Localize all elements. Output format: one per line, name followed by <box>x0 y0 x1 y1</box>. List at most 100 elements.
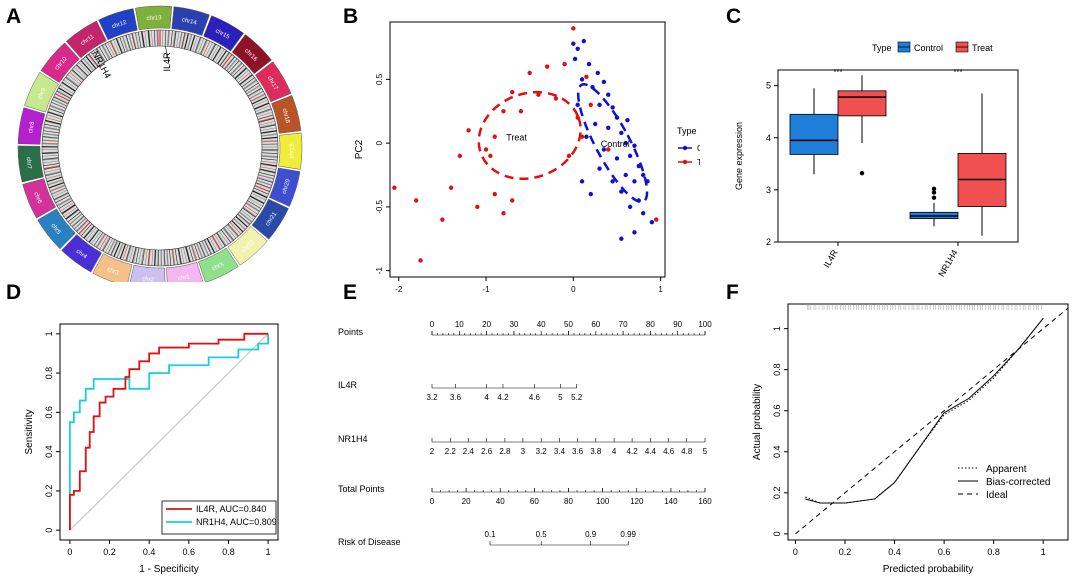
band-stripe <box>147 249 151 266</box>
tick-label: 2.8 <box>499 447 511 456</box>
row-label: Points <box>338 327 364 337</box>
band-stripe <box>259 123 276 129</box>
x-tick-label: 0 <box>571 285 576 294</box>
panel-label-c: C <box>726 5 742 28</box>
y-tick-label: 0 <box>772 531 782 536</box>
scatter-point-control <box>597 102 602 108</box>
tick-label: 4.2 <box>497 393 509 402</box>
band-stripe <box>42 136 59 139</box>
band-stripe <box>43 126 60 131</box>
scatter-point-treat <box>501 109 506 114</box>
band-stripe <box>261 139 278 142</box>
band-stripe <box>128 34 134 50</box>
band-stripe <box>46 174 62 180</box>
tick-label: 3.6 <box>572 447 584 456</box>
band-stripe <box>71 69 84 81</box>
band-stripe <box>221 54 233 68</box>
y-tick-label: 0.8 <box>44 367 54 380</box>
band-stripe <box>147 30 151 47</box>
band-stripe <box>232 65 245 77</box>
scatter-point-treat <box>418 258 423 263</box>
band-ring-inner <box>57 45 263 251</box>
band-stripe <box>42 154 59 157</box>
band-stripe <box>76 220 89 232</box>
band-stripe <box>63 79 77 90</box>
scatter-point-control <box>619 189 624 194</box>
scatter-point-control <box>610 105 615 110</box>
scatter-point-treat <box>588 102 593 108</box>
scatter-point-treat <box>654 217 659 222</box>
band-stripe <box>216 232 226 247</box>
calibration-line-bias-corrected <box>805 318 1044 504</box>
y-tick-label: 0.6 <box>772 404 782 417</box>
band-stripe <box>164 30 167 47</box>
band-stripe <box>200 39 208 55</box>
gene-pointer-il4r <box>165 46 170 63</box>
chromosome-label: chr18 <box>281 108 291 125</box>
scatter-point-control <box>586 61 592 67</box>
band-stripe <box>261 155 278 158</box>
band-stripe <box>125 35 131 51</box>
tick-label: 0.9 <box>585 530 597 539</box>
scatter-point-control <box>619 130 624 136</box>
outlier-point <box>859 171 865 176</box>
scatter-point-control <box>592 121 598 127</box>
band-stripe <box>220 229 231 243</box>
band-stripe <box>117 243 124 259</box>
band-stripe <box>132 33 137 49</box>
tick-label: 120 <box>630 497 644 506</box>
scatter-point-control <box>623 140 628 146</box>
band-stripe <box>67 74 81 85</box>
chromosome-label: chr3 <box>106 267 120 277</box>
band-stripe <box>261 158 278 161</box>
band-stripe <box>134 32 140 49</box>
chromosome-segment-chr19 <box>278 132 303 170</box>
band-stripe <box>194 243 200 260</box>
band-stripe <box>72 216 85 228</box>
legend-dot-control <box>682 145 688 151</box>
tick-label: 100 <box>596 497 610 506</box>
band-stripe <box>104 43 113 58</box>
tick-label: 10 <box>455 320 464 329</box>
scatter-point-control <box>579 179 585 184</box>
band-stripe <box>236 69 249 81</box>
band-stripe <box>246 84 261 95</box>
scatter-point-treat <box>584 74 589 80</box>
band-stripe <box>110 40 118 56</box>
panel-label-a: A <box>6 5 22 28</box>
band-stripe <box>102 237 111 252</box>
ellipse-treat <box>477 90 582 181</box>
scatter-point-treat <box>483 147 489 152</box>
tick-label: 20 <box>482 320 491 329</box>
scatter-point-treat <box>553 96 559 101</box>
chromosome-label: chr8 <box>28 121 36 134</box>
band-stripe <box>180 247 185 264</box>
chromosome-segment-chr17 <box>254 61 292 103</box>
outlier-point <box>931 186 937 192</box>
band-stripe <box>50 104 66 112</box>
band-stripe <box>259 124 276 129</box>
tick-label: 0.99 <box>620 530 636 539</box>
band-stripe <box>202 40 211 56</box>
scatter-point-control <box>632 143 637 148</box>
band-stripe <box>151 30 153 47</box>
chromosome-label: chr14 <box>181 17 198 26</box>
legend-label: Bias-corrected <box>986 477 1050 488</box>
band-stripe <box>223 227 234 241</box>
legend-label: IL4R, AUC=0.840 <box>196 504 266 514</box>
band-stripe <box>201 240 210 256</box>
band-stripe <box>43 130 60 134</box>
x-tick-label: 1 <box>266 547 271 557</box>
scatter-point-treat <box>457 153 463 159</box>
band-stripe <box>105 238 114 253</box>
band-stripe <box>197 38 205 54</box>
band-stripe <box>167 30 170 47</box>
panel-label-d: D <box>6 281 22 304</box>
chromosome-segment-chrX <box>198 247 239 282</box>
band-stripe <box>48 108 64 115</box>
tick-label: 4.4 <box>645 447 657 456</box>
band-stripe <box>116 38 124 54</box>
band-stripe <box>252 190 268 198</box>
scatter-point-treat <box>488 153 493 159</box>
band-stripe <box>261 152 278 154</box>
